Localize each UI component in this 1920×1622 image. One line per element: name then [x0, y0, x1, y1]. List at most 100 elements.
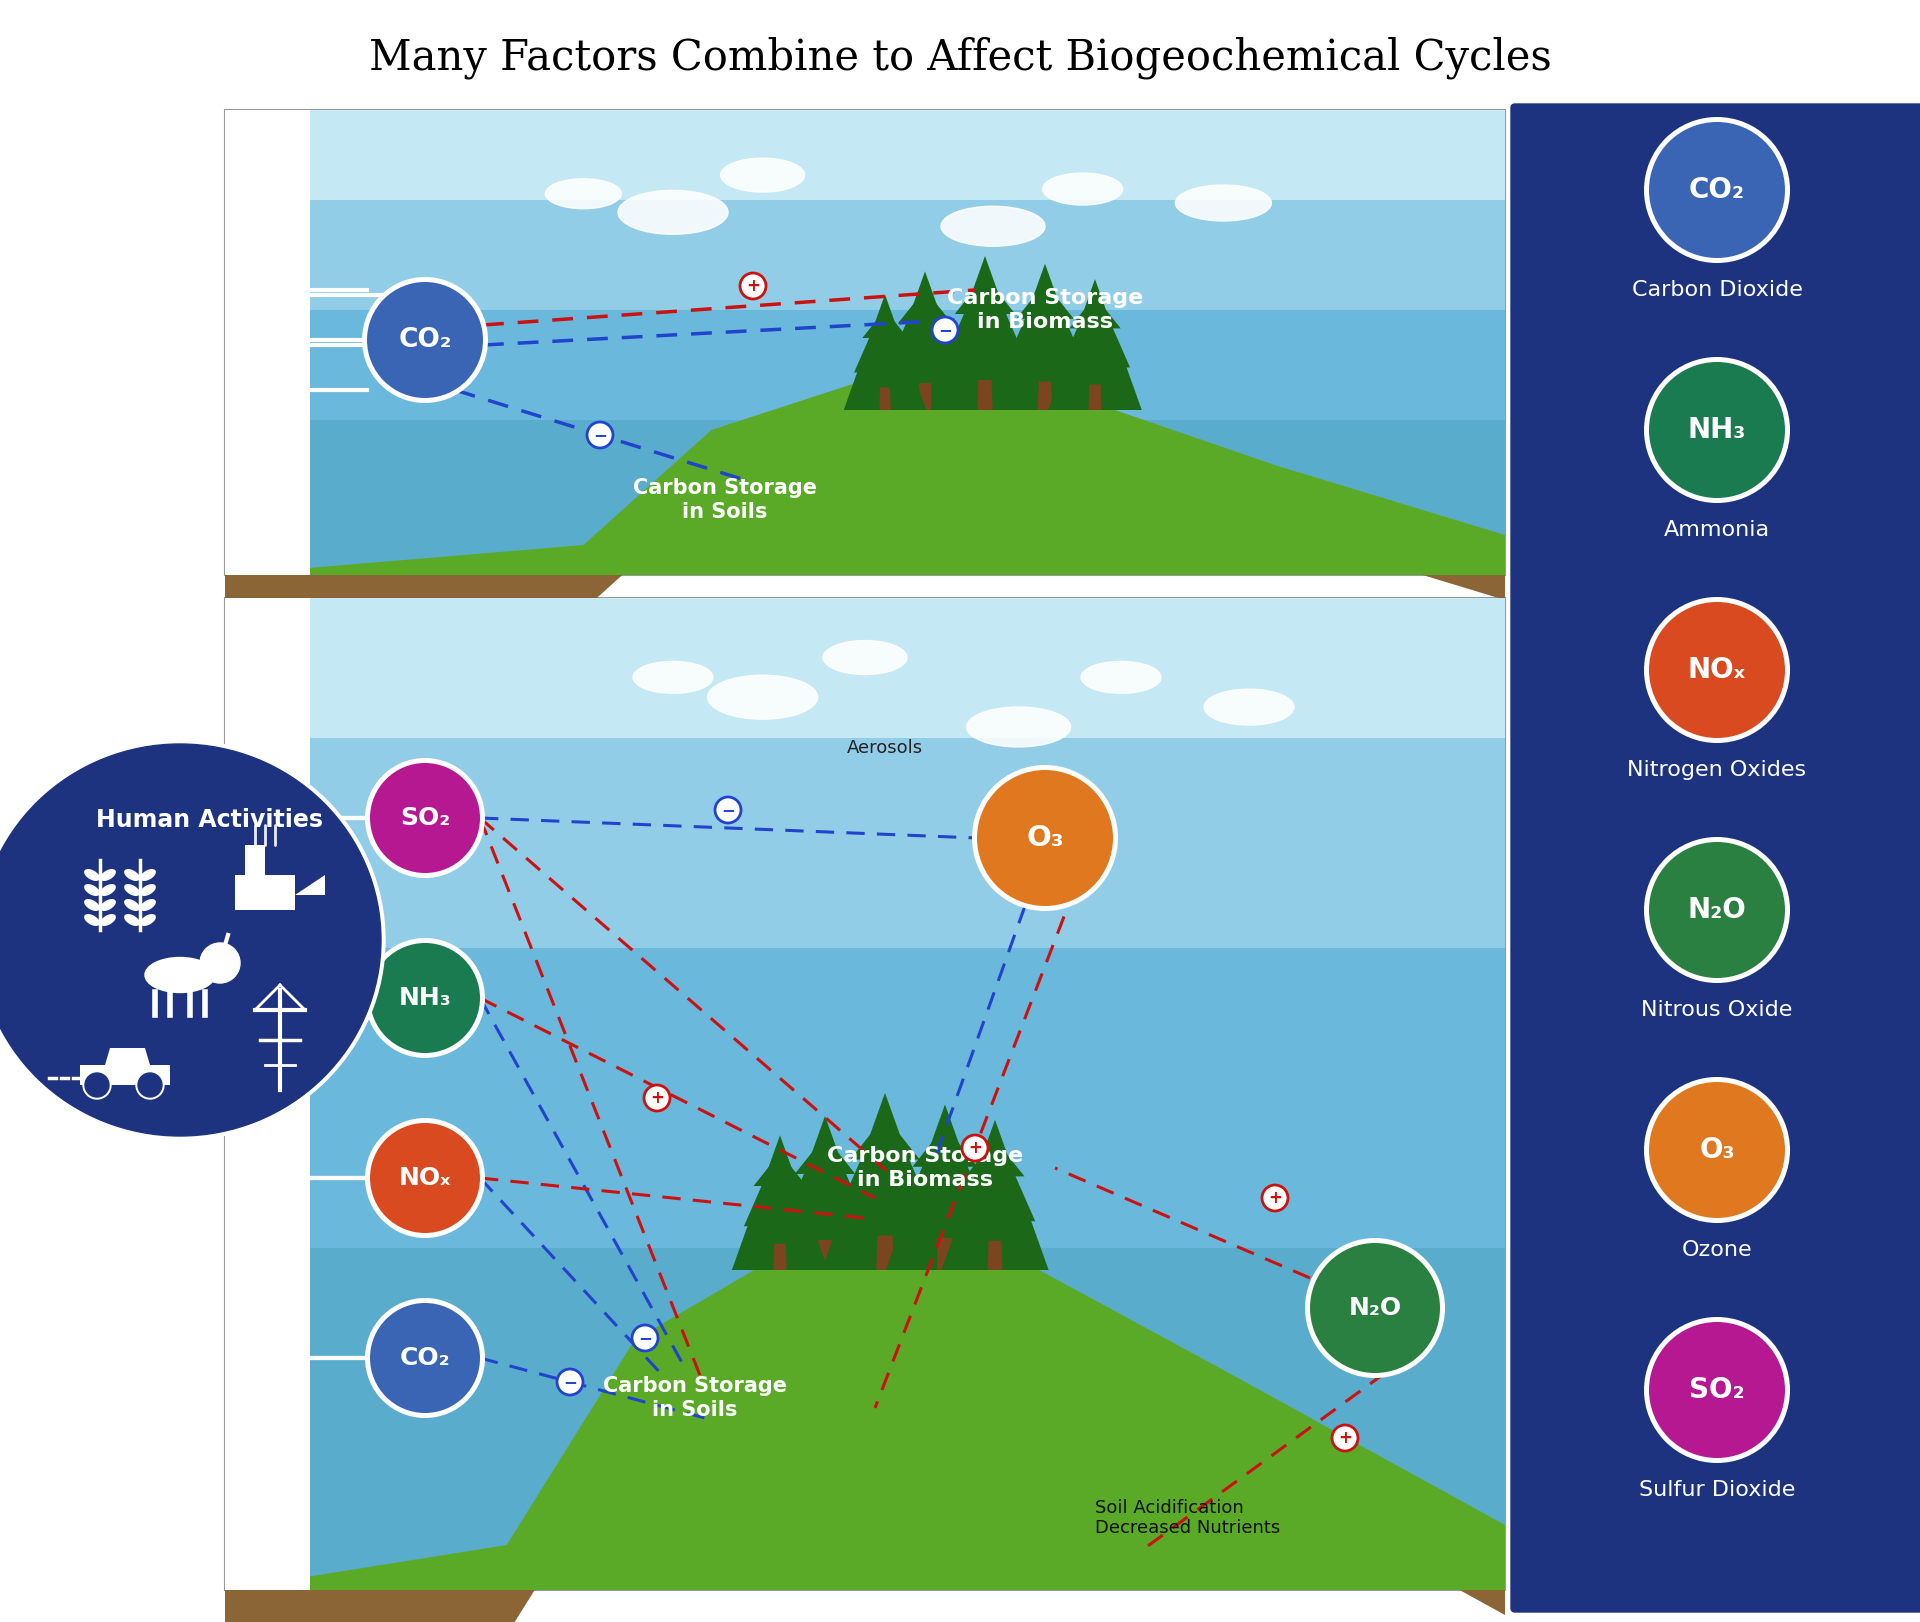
Circle shape	[1644, 597, 1789, 743]
Text: Sulfur Dioxide: Sulfur Dioxide	[1640, 1479, 1795, 1500]
Polygon shape	[774, 1244, 787, 1270]
Circle shape	[931, 316, 958, 342]
Polygon shape	[918, 383, 931, 410]
Circle shape	[1306, 1238, 1446, 1379]
Ellipse shape	[84, 869, 100, 881]
Text: Carbon Storage
in Biomass: Carbon Storage in Biomass	[828, 1147, 1023, 1189]
Polygon shape	[929, 256, 1041, 410]
Polygon shape	[941, 1119, 1048, 1270]
Polygon shape	[225, 380, 1505, 576]
Ellipse shape	[545, 178, 622, 209]
Circle shape	[200, 942, 240, 983]
Polygon shape	[843, 295, 925, 410]
Circle shape	[1644, 837, 1789, 983]
Ellipse shape	[140, 884, 156, 895]
Polygon shape	[225, 599, 309, 1590]
Circle shape	[1649, 602, 1786, 738]
FancyBboxPatch shape	[225, 110, 1505, 576]
Circle shape	[83, 1071, 111, 1100]
Circle shape	[739, 272, 766, 298]
Polygon shape	[987, 1241, 1002, 1270]
Ellipse shape	[140, 869, 156, 881]
Polygon shape	[885, 1105, 1004, 1270]
Ellipse shape	[100, 915, 115, 925]
Circle shape	[371, 1122, 480, 1233]
Ellipse shape	[634, 662, 712, 693]
Polygon shape	[993, 264, 1096, 410]
Text: Carbon Storage
in Soils: Carbon Storage in Soils	[603, 1377, 787, 1419]
Polygon shape	[954, 1129, 1035, 1221]
Ellipse shape	[0, 744, 380, 1135]
Circle shape	[1332, 1426, 1357, 1452]
Text: NOₓ: NOₓ	[399, 1166, 451, 1191]
Text: Soil Acidification
Decreased Nutrients: Soil Acidification Decreased Nutrients	[1094, 1499, 1281, 1538]
Ellipse shape	[140, 915, 156, 925]
Text: NH₃: NH₃	[399, 986, 451, 1011]
Circle shape	[962, 1135, 989, 1161]
Text: +: +	[651, 1088, 664, 1106]
Circle shape	[365, 1298, 486, 1418]
Ellipse shape	[1175, 185, 1271, 221]
Polygon shape	[1037, 381, 1052, 410]
Polygon shape	[81, 1066, 171, 1085]
Text: +: +	[968, 1139, 981, 1156]
Text: O₃: O₃	[1699, 1135, 1736, 1165]
Polygon shape	[225, 110, 309, 576]
Text: Carbon Storage
in Soils: Carbon Storage in Soils	[634, 478, 818, 522]
Polygon shape	[837, 1105, 933, 1213]
Text: CO₂: CO₂	[399, 1346, 451, 1371]
Polygon shape	[851, 1116, 920, 1160]
Text: +: +	[747, 277, 760, 295]
Text: −: −	[593, 427, 607, 444]
Text: Ozone: Ozone	[1682, 1239, 1753, 1260]
Polygon shape	[876, 271, 975, 410]
Polygon shape	[753, 1153, 806, 1186]
Text: −: −	[722, 801, 735, 819]
Polygon shape	[296, 874, 324, 895]
Ellipse shape	[84, 915, 100, 925]
Ellipse shape	[1043, 174, 1123, 204]
Text: O₃: O₃	[1025, 824, 1064, 852]
Circle shape	[140, 1075, 159, 1095]
Text: CO₂: CO₂	[397, 328, 451, 354]
Circle shape	[1649, 842, 1786, 978]
Polygon shape	[912, 1126, 977, 1166]
Circle shape	[365, 1118, 486, 1238]
Ellipse shape	[708, 675, 818, 719]
Text: SO₂: SO₂	[399, 806, 449, 830]
Polygon shape	[879, 388, 891, 410]
Circle shape	[1261, 1186, 1288, 1212]
Circle shape	[138, 1074, 161, 1096]
Circle shape	[977, 770, 1114, 907]
Text: −: −	[563, 1372, 576, 1392]
Polygon shape	[225, 110, 1505, 310]
Polygon shape	[966, 1139, 1025, 1176]
Ellipse shape	[125, 915, 140, 925]
Ellipse shape	[84, 884, 100, 895]
Circle shape	[557, 1369, 584, 1395]
Circle shape	[136, 1071, 163, 1100]
Text: Human Activities: Human Activities	[96, 808, 323, 832]
Polygon shape	[887, 281, 962, 365]
Polygon shape	[854, 302, 916, 373]
Polygon shape	[225, 110, 1505, 200]
Circle shape	[632, 1325, 659, 1351]
Polygon shape	[1048, 279, 1142, 410]
Polygon shape	[822, 1093, 948, 1270]
Polygon shape	[1016, 282, 1073, 320]
Text: +: +	[1267, 1189, 1283, 1207]
Ellipse shape	[618, 190, 728, 234]
Polygon shape	[1089, 384, 1102, 410]
Ellipse shape	[100, 869, 115, 881]
Text: NOₓ: NOₓ	[1688, 655, 1745, 684]
Polygon shape	[225, 1325, 1505, 1622]
Circle shape	[365, 757, 486, 878]
Polygon shape	[862, 310, 908, 337]
Ellipse shape	[125, 884, 140, 895]
Text: N₂O: N₂O	[1348, 1296, 1402, 1320]
Circle shape	[1649, 362, 1786, 498]
Ellipse shape	[140, 900, 156, 910]
Text: SO₂: SO₂	[1690, 1375, 1745, 1405]
Ellipse shape	[1081, 662, 1162, 693]
Ellipse shape	[125, 869, 140, 881]
